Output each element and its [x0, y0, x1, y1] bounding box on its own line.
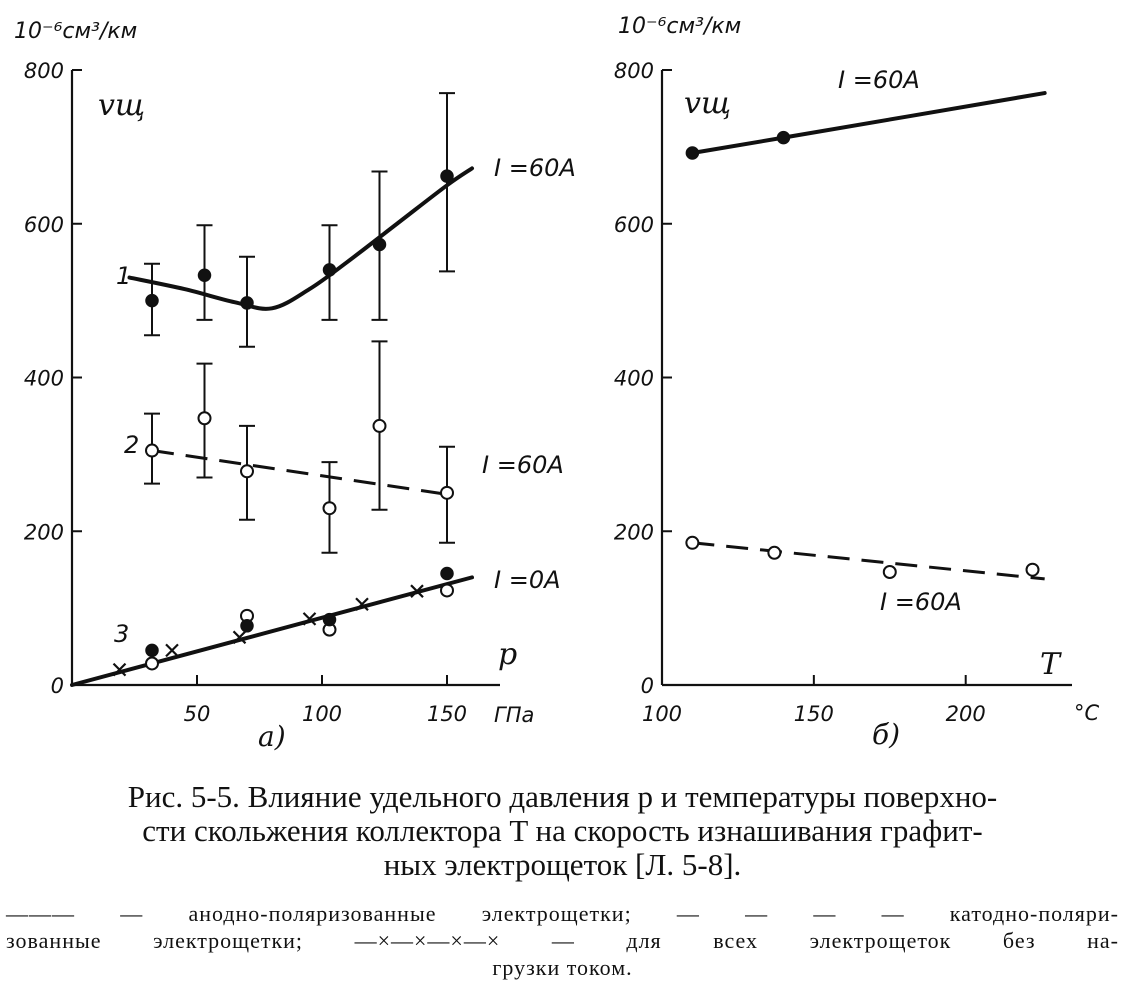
y-tick-label: 800	[614, 59, 654, 83]
data-point-open	[145, 656, 159, 671]
panel-b-series	[685, 91, 1047, 581]
panel-a-y-ticks: 0 200 400 600 800	[24, 59, 82, 698]
series-line	[690, 91, 1047, 156]
x-tick-label: 100	[302, 702, 342, 726]
data-point-open	[882, 564, 897, 579]
data-point-open	[322, 501, 337, 516]
panel-b-y-ticks: 0 200 400 600 800	[614, 59, 672, 698]
x-tick-label: 100	[642, 702, 682, 726]
y-tick-label: 600	[614, 213, 654, 237]
x-tick-label: 200	[946, 702, 986, 726]
data-point-filled	[440, 169, 454, 183]
figure-legend: ——— — анодно-поляризованные электрощетки…	[0, 900, 1125, 981]
data-point-open	[440, 485, 454, 500]
legend-line: ——— — анодно-поляризованные электрощетки…	[6, 901, 1119, 926]
data-point-cross	[355, 597, 369, 612]
y-tick-label: 600	[24, 213, 64, 237]
data-point-cross	[232, 630, 247, 645]
figure-caption: Рис. 5-5. Влияние удельного давления p и…	[0, 780, 1125, 882]
data-point-open	[685, 535, 700, 550]
panel-a-y-symbol: vщ	[98, 88, 145, 123]
panel-b-y-symbol: vщ	[684, 86, 731, 121]
data-point-filled	[240, 296, 254, 310]
series-line	[151, 449, 448, 496]
panel-a-series-3-annotation: I =0A	[494, 566, 561, 594]
series-line	[692, 541, 1045, 581]
x-tick-label: 150	[427, 702, 467, 726]
data-point-open	[197, 411, 212, 426]
data-point-filled	[440, 566, 454, 581]
panel-a-series-2-label: 2	[124, 431, 139, 459]
panel-b-x-unit: °C	[1074, 701, 1100, 725]
data-point-filled	[685, 146, 700, 160]
panel-a-y-unit: 10⁻⁶см³/км	[14, 19, 137, 44]
series-line	[70, 575, 474, 687]
y-tick-label: 200	[614, 520, 654, 544]
x-tick-label: 50	[184, 702, 211, 726]
panel-a-series-2-annotation: I =60A	[482, 451, 564, 479]
data-point-filled	[145, 643, 159, 658]
y-tick-label: 0	[51, 674, 64, 698]
data-point-filled	[322, 612, 337, 627]
data-point-cross	[165, 643, 179, 658]
panel-b-x-ticks: 100 150 200	[642, 675, 986, 726]
panel-a-x-ticks: 50 100 150	[184, 675, 467, 726]
panel-a-series-1-label: 1	[116, 262, 131, 290]
caption-line: сти скольжения коллектора T на скорость …	[142, 813, 983, 848]
y-tick-label: 800	[24, 59, 64, 83]
legend-line: грузки током.	[492, 955, 633, 980]
data-point-open	[1025, 562, 1040, 577]
series-line	[127, 166, 474, 311]
panel-b-series-2-annotation: I =60A	[880, 588, 962, 616]
data-point-cross	[410, 584, 424, 598]
panel-b-y-unit: 10⁻⁶см³/км	[618, 14, 741, 39]
data-point-open	[372, 418, 387, 433]
panel-a-series-3-label: 3	[114, 620, 129, 648]
data-point-cross	[112, 662, 127, 677]
data-point-open	[767, 545, 782, 560]
data-point-open	[145, 443, 159, 458]
data-point-filled	[145, 293, 159, 308]
y-tick-label: 400	[614, 367, 654, 391]
figure: 10⁻⁶см³/км vщ p ГПа а) 0 200 400 600 800 50 1…	[14, 14, 1100, 753]
data-point-cross	[302, 612, 317, 626]
y-tick-label: 0	[641, 674, 654, 698]
data-point-open	[440, 583, 454, 598]
data-point-filled	[240, 619, 254, 633]
caption-line: Рис. 5-5. Влияние удельного давления p и…	[127, 779, 998, 814]
data-point-filled	[776, 130, 791, 145]
caption-line: ных электрощеток [Л. 5-8].	[383, 847, 742, 882]
data-point-open	[240, 464, 254, 479]
data-point-filled	[322, 263, 337, 277]
panel-b-x-symbol: T	[1040, 647, 1062, 682]
y-tick-label: 200	[24, 520, 64, 544]
legend-line: зованные электрощетки; —×—×—×—× — для вс…	[6, 928, 1119, 953]
panel-a-label: а)	[258, 720, 286, 753]
y-tick-label: 400	[24, 367, 64, 391]
x-tick-label: 150	[794, 702, 834, 726]
panel-a-x-symbol: p	[498, 637, 517, 672]
data-point-filled	[372, 237, 387, 252]
panel-a: 10⁻⁶см³/км vщ p ГПа а) 0 200 400 600 800 50 1…	[14, 19, 576, 753]
panel-a-x-unit: ГПа	[494, 703, 534, 727]
panel-a-series	[70, 92, 474, 687]
panel-a-series-1-annotation: I =60A	[494, 154, 576, 182]
panel-b-label: б)	[872, 718, 900, 751]
panel-b-series-1-annotation: I =60A	[838, 66, 920, 94]
data-point-filled	[197, 268, 212, 283]
